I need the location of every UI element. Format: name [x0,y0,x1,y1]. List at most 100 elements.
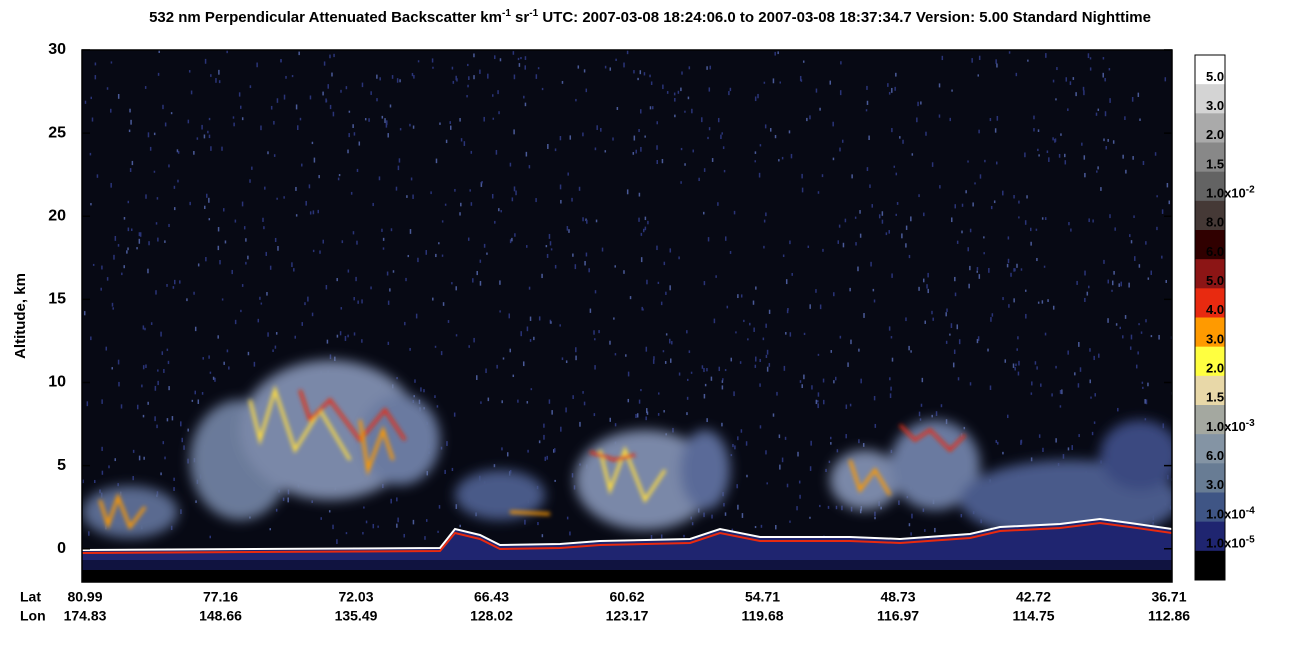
speck [350,191,353,195]
speck [1052,305,1055,310]
speck [649,106,652,110]
speck [1075,92,1077,97]
speck [841,139,844,143]
speck [295,186,297,191]
speck [157,237,159,242]
speck [1002,190,1004,196]
speck [784,436,787,440]
speck [234,219,237,223]
speck [249,179,251,183]
speck [452,80,455,84]
speck [270,105,273,110]
speck [173,207,176,211]
colorbar-label-text: 1.5 [1206,157,1224,172]
speck [759,144,762,147]
speck [865,109,868,112]
speck [638,399,641,404]
speck [283,94,286,100]
speck [825,468,827,473]
speck [819,107,821,111]
colorbar-label-text: 3.0 [1206,332,1224,347]
speck [319,250,321,254]
speck [1069,81,1072,86]
speck [832,157,835,161]
speck [259,296,261,300]
speck [130,119,132,125]
y-axis-label: Altitude, km [12,273,29,359]
speck [356,168,359,172]
speck [974,182,976,185]
speck [643,72,646,76]
speck [274,345,277,349]
colorbar-label-text: 3.0 [1206,478,1224,493]
speck [817,191,820,194]
speck [496,364,498,369]
speck [646,279,648,285]
speck [187,428,189,432]
speck [582,217,584,222]
speck [524,65,527,70]
speck [219,260,221,265]
speck [905,317,907,322]
speck [1044,332,1047,336]
speck [911,513,913,519]
speck [494,55,496,60]
speck [480,182,483,187]
speck [332,111,335,117]
speck [650,535,653,540]
y-tick-label: 20 [48,207,66,224]
speck [500,210,502,213]
speck [181,437,183,443]
speck [809,516,811,519]
colorbar-label-text: 3.0 [1206,98,1224,113]
x-tick-label: 123.17 [606,608,649,624]
speck [466,95,468,98]
speck [476,375,478,380]
speck [447,320,450,323]
speck [163,368,165,373]
colorbar-label-exponent: -5 [1246,534,1255,545]
speck [156,424,158,429]
speck [348,133,350,138]
speck [190,90,193,95]
speck [196,137,199,140]
speck [609,417,612,422]
speck [674,114,676,118]
colorbar-label-text: 2.0 [1206,128,1224,143]
speck [309,211,312,215]
speck [786,309,789,314]
speck [240,309,242,313]
colorbar-swatch [1195,434,1225,464]
speck [138,455,141,461]
speck [798,480,801,484]
speck [389,288,391,292]
speck [451,282,453,285]
speck [575,355,577,361]
speck [977,74,980,77]
speck [977,336,980,341]
speck [881,211,884,216]
speck [922,508,925,512]
speck [473,53,475,58]
speck [485,368,487,374]
speck [1013,298,1015,303]
speck [952,362,955,368]
speck [759,425,762,429]
speck [560,426,562,432]
speck [850,506,853,512]
speck [172,286,175,289]
speck [687,378,689,381]
speck [173,487,175,491]
speck [789,240,791,245]
speck [1087,53,1090,59]
speck [891,87,893,93]
speck [741,513,744,518]
speck [788,130,791,134]
speck [446,441,448,446]
speck [838,224,841,228]
speck [136,404,139,410]
speck [858,348,860,352]
speck [872,288,875,292]
plot-area [82,50,1172,582]
